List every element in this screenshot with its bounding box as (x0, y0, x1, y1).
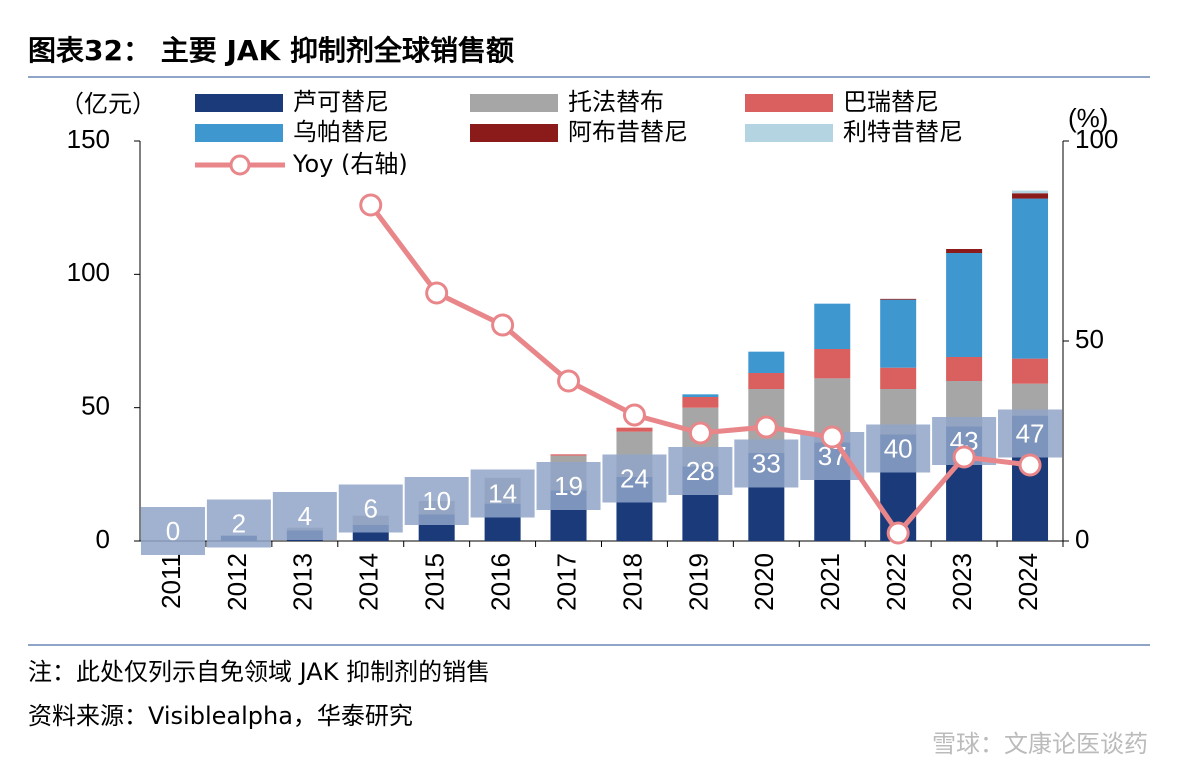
legend-label: 利特昔替尼 (843, 118, 963, 146)
legend-swatch (195, 124, 283, 142)
y-tick-label: 0 (96, 524, 110, 554)
line-point (1018, 453, 1042, 477)
x-tick-label: 2024 (1013, 553, 1043, 611)
label-box (602, 454, 667, 503)
legend-label: 芦可替尼 (293, 88, 389, 116)
label-box (140, 507, 205, 555)
bar (880, 298, 917, 300)
bar (1012, 193, 1049, 199)
line-point (359, 193, 383, 217)
legend-swatch (470, 124, 558, 142)
y-axis-label: （亿元） (60, 90, 156, 118)
line-point (688, 421, 712, 445)
x-tick-label: 2014 (354, 553, 384, 611)
data-label: 10 (422, 486, 451, 516)
y-tick-label: 100 (67, 257, 110, 287)
label-box (272, 492, 337, 540)
y-tick-label: 150 (67, 124, 110, 154)
bar (814, 303, 851, 349)
bar (748, 373, 785, 389)
legend-swatch (195, 94, 283, 112)
label-box (536, 462, 601, 510)
line-point (622, 403, 646, 427)
x-tick-label: 2020 (749, 553, 779, 611)
data-label: 19 (554, 471, 583, 501)
bar (748, 351, 785, 373)
data-label: 14 (488, 478, 517, 508)
label-box (668, 447, 733, 495)
line-point (425, 281, 449, 305)
bar (682, 394, 719, 397)
bar (880, 299, 917, 368)
data-label: 40 (884, 433, 913, 463)
line-point (491, 313, 515, 337)
x-tick-label: 2015 (420, 553, 450, 611)
data-label: 4 (298, 501, 312, 531)
line-point (557, 369, 581, 393)
label-box (866, 424, 931, 473)
watermark: 雪球：文康论医谈药 (932, 730, 1148, 758)
legend-label: 托法替布 (568, 88, 664, 116)
note: 注：此处仅列示自免领域 JAK 抑制剂的销售 (28, 658, 490, 686)
legend-label: 巴瑞替尼 (843, 88, 939, 116)
data-label: 0 (166, 516, 180, 546)
x-tick-label: 2017 (551, 553, 581, 611)
legend-swatch (745, 124, 833, 142)
chart-title: 图表32： 主要 JAK 抑制剂全球销售额 (28, 34, 514, 67)
x-tick-label: 2018 (617, 553, 647, 611)
data-label: 28 (686, 456, 715, 486)
x-tick-label: 2011 (156, 553, 186, 609)
y2-tick-label: 0 (1075, 524, 1089, 554)
x-tick-label: 2012 (222, 553, 252, 611)
data-label: 2 (232, 508, 246, 538)
label-box (404, 477, 469, 525)
line-point (886, 521, 910, 545)
x-tick-label: 2016 (485, 553, 515, 611)
label-box (998, 409, 1063, 458)
data-label: 33 (752, 448, 781, 478)
data-label: 24 (620, 463, 649, 493)
bar (1012, 358, 1049, 384)
bar (880, 367, 917, 389)
y-tick-label: 50 (81, 391, 110, 421)
bar (946, 253, 983, 357)
legend-label: 乌帕替尼 (293, 118, 389, 146)
line-point (952, 445, 976, 469)
legend-swatch (745, 94, 833, 112)
label-box (206, 499, 271, 548)
y2-tick-label: 100 (1075, 124, 1118, 154)
source: 资料来源：Visiblealpha，华泰研究 (28, 702, 413, 730)
x-tick-label: 2023 (947, 553, 977, 611)
legend-label: Yoy (右轴) (292, 150, 408, 178)
bar (682, 397, 719, 408)
bar (1012, 190, 1049, 194)
data-label: 6 (364, 493, 378, 523)
x-tick-label: 2022 (881, 553, 911, 611)
bar (550, 454, 587, 456)
bar (946, 357, 983, 381)
line-point (820, 425, 844, 449)
line-point (754, 415, 778, 439)
legend-swatch (229, 154, 251, 176)
label-box (734, 439, 799, 488)
bar (814, 349, 851, 379)
x-tick-label: 2021 (815, 553, 845, 611)
bar (616, 427, 653, 432)
y2-tick-label: 50 (1075, 324, 1104, 354)
bar (946, 249, 983, 253)
bar (1012, 198, 1049, 359)
label-box (470, 469, 535, 518)
x-tick-label: 2013 (288, 553, 318, 611)
label-box (338, 484, 403, 533)
x-tick-label: 2019 (683, 553, 713, 611)
y2-axis-label: (%) (1068, 103, 1108, 133)
legend-label: 阿布昔替尼 (568, 118, 688, 146)
legend-swatch (470, 94, 558, 112)
data-label: 47 (1016, 418, 1045, 448)
